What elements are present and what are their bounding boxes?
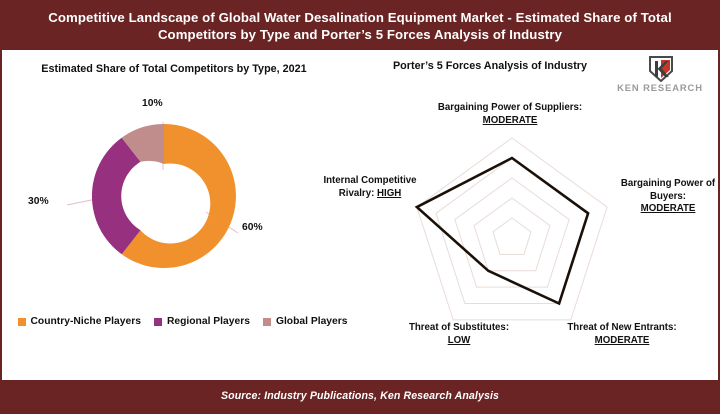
logo-wordmark: KEN RESEARCH xyxy=(617,82,703,93)
force-label-substitutes: Threat of Substitutes: LOW xyxy=(398,322,520,347)
legend-item-global[interactable]: Global Players xyxy=(262,316,348,327)
force-rating: MODERATE xyxy=(640,203,696,214)
header-band: Competitive Landscape of Global Water De… xyxy=(2,2,718,50)
radar-chart: Bargaining Power of Suppliers: MODERATE … xyxy=(323,50,718,382)
donut-slice-country-niche xyxy=(121,124,236,268)
radar-chart-title: Porter’s 5 Forces Analysis of Industry xyxy=(392,60,587,72)
legend-item-regional[interactable]: Regional Players xyxy=(153,316,250,327)
legend-label: Global Players xyxy=(275,316,348,327)
donut-value-label-country-niche: 60% xyxy=(242,222,263,233)
donut-chart-panel: Estimated Share of Total Competitors by … xyxy=(2,50,360,382)
page-title: Competitive Landscape of Global Water De… xyxy=(48,10,672,42)
legend-item-country-niche[interactable]: Country-Niche Players xyxy=(17,316,141,327)
radar-series-polygon xyxy=(414,156,590,306)
force-rating: LOW xyxy=(447,334,471,346)
force-name: Internal Competitive Rivalry: xyxy=(323,175,417,199)
donut-slice-regional xyxy=(91,137,141,255)
footer-band: Source: Industry Publications, Ken Resea… xyxy=(2,380,718,412)
donut-value-label-global: 10% xyxy=(142,98,163,109)
force-rating: HIGH xyxy=(377,187,402,199)
force-label-buyers: Bargaining Power of Buyers: MODERATE xyxy=(618,178,718,216)
donut-legend: Country-Niche Players Regional Players G… xyxy=(10,316,355,327)
force-name: Bargaining Power of Suppliers: xyxy=(437,102,583,113)
force-name: Threat of New Entrants: xyxy=(567,322,677,333)
donut-chart-svg xyxy=(66,122,239,268)
legend-label: Regional Players xyxy=(166,316,250,327)
radar-grid-rings xyxy=(416,137,608,321)
ken-research-logo: KEN RESEARCH xyxy=(606,56,714,96)
radar-chart-svg xyxy=(414,137,608,321)
force-label-new-entrants: Threat of New Entrants: MODERATE xyxy=(546,322,698,347)
donut-slice-global xyxy=(121,123,164,164)
donut-value-label-regional: 30% xyxy=(28,196,49,207)
body-zone: Estimated Share of Total Competitors by … xyxy=(2,50,718,382)
donut-chart: 10% 30% 60% xyxy=(20,98,320,300)
force-rating: MODERATE xyxy=(594,334,650,346)
legend-label: Country-Niche Players xyxy=(30,316,141,327)
k-shield-icon xyxy=(649,56,673,82)
force-name: Threat of Substitutes: xyxy=(408,322,510,333)
force-rating: MODERATE xyxy=(482,114,538,126)
legend-swatch-icon xyxy=(17,317,26,326)
force-label-suppliers: Bargaining Power of Suppliers: MODERATE xyxy=(412,102,608,127)
radar-chart-panel: Porter’s 5 Forces Analysis of Industry K… xyxy=(323,50,718,382)
source-note: Source: Industry Publications, Ken Resea… xyxy=(221,390,499,402)
force-name: Bargaining Power of Buyers: xyxy=(620,178,716,202)
force-label-internal-rivalry: Internal Competitive Rivalry: HIGH xyxy=(318,175,422,200)
legend-swatch-icon xyxy=(153,317,162,326)
donut-chart-title: Estimated Share of Total Competitors by … xyxy=(41,63,307,75)
legend-swatch-icon xyxy=(262,317,271,326)
